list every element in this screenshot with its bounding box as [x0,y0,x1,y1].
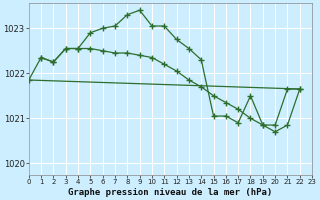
X-axis label: Graphe pression niveau de la mer (hPa): Graphe pression niveau de la mer (hPa) [68,188,273,197]
